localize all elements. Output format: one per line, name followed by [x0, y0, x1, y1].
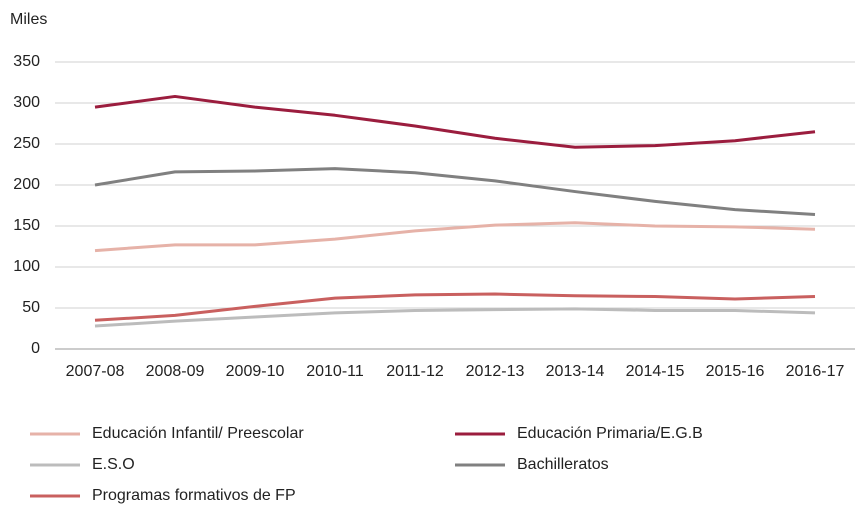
series-line	[94, 221, 816, 253]
y-tick-label: 150	[13, 217, 40, 234]
y-tick-label: 200	[13, 176, 40, 193]
series-line	[94, 292, 816, 322]
y-tick-label: 300	[13, 94, 40, 111]
legend-label: Educación Infantil/ Preescolar	[92, 425, 304, 442]
legend-label: Programas formativos de FP	[92, 487, 296, 504]
x-tick-label: 2009-10	[226, 363, 285, 380]
series-line	[94, 167, 816, 217]
x-tick-label: 2011-12	[386, 363, 444, 380]
x-tick-label: 2013-14	[546, 363, 605, 380]
x-tick-label: 2010-11	[306, 363, 364, 380]
y-tick-label: 350	[13, 53, 40, 70]
x-tick-label: 2008-09	[146, 363, 205, 380]
y-axis-label: Miles	[10, 11, 47, 28]
legend-label: E.S.O	[92, 456, 135, 473]
x-tick-label: 2007-08	[66, 363, 125, 380]
y-tick-label: 50	[22, 299, 40, 316]
x-tick-label: 2014-15	[626, 363, 685, 380]
series-line	[94, 307, 816, 328]
series-line	[94, 94, 816, 149]
y-tick-label: 0	[31, 340, 40, 357]
legend-label: Educación Primaria/E.G.B	[517, 425, 703, 442]
legend-label: Bachilleratos	[517, 456, 609, 473]
x-tick-label: 2015-16	[706, 363, 765, 380]
y-tick-label: 100	[13, 258, 40, 275]
x-tick-label: 2016-17	[786, 363, 845, 380]
x-tick-label: 2012-13	[466, 363, 525, 380]
y-tick-label: 250	[13, 135, 40, 152]
